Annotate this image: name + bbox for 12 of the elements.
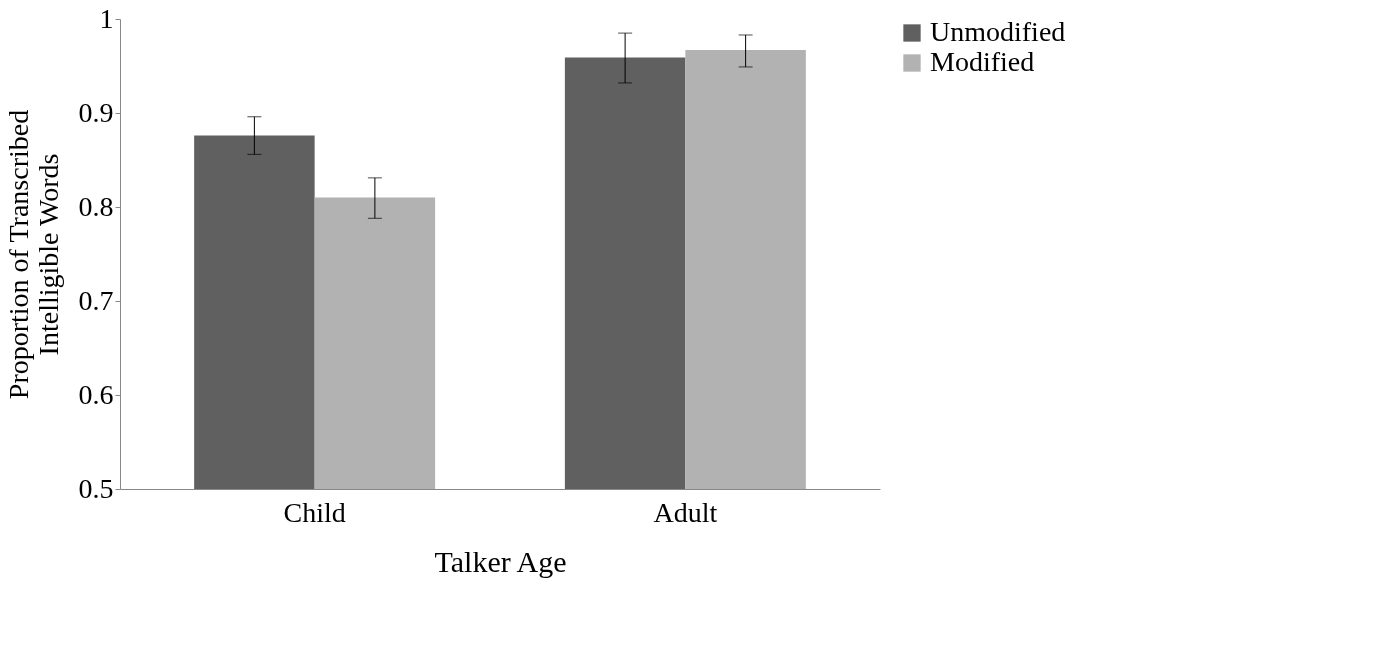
legend-label: Modified [930, 46, 1035, 77]
x-axis-title: Talker Age [434, 544, 567, 578]
y-tick-label: 0.8 [78, 190, 114, 222]
y-tick-label: 0.5 [78, 472, 114, 504]
y-tick-label: 0.7 [78, 284, 114, 316]
y-tick-label: 1 [99, 2, 114, 34]
y-tick-label: 0.9 [78, 96, 114, 128]
x-tick-label: Child [283, 496, 346, 528]
y-tick-label: 0.6 [78, 378, 114, 410]
legend-label: Unmodified [930, 16, 1066, 47]
y-axis-title: Proportion of Transcribed Intelligible Words [2, 109, 64, 400]
x-tick-label: Adult [653, 496, 718, 528]
